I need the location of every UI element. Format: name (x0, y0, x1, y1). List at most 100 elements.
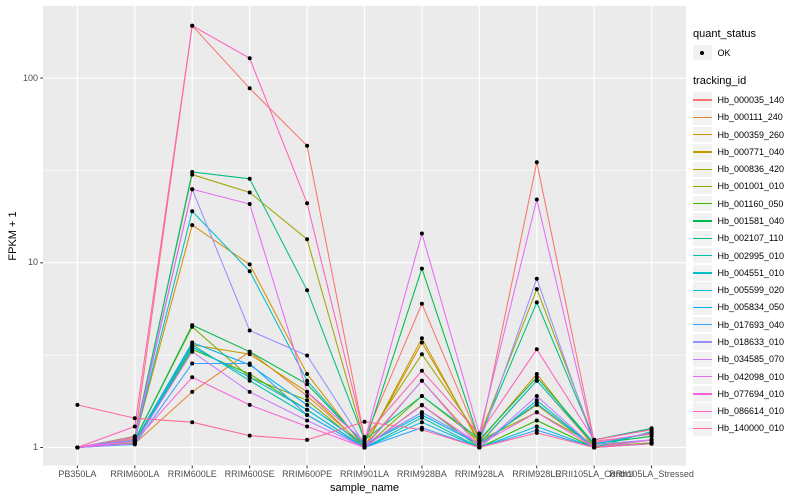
data-point (534, 372, 539, 376)
data-point (305, 237, 310, 242)
legend-key-line-icon (693, 247, 712, 264)
x-tick-label: RRIM600LA (110, 469, 160, 479)
data-point (247, 86, 252, 91)
legend-key-line-icon (693, 282, 712, 298)
legend-key-line-icon (693, 368, 712, 385)
data-point (190, 323, 195, 328)
data-point (592, 440, 597, 445)
legend-title-tracking-id: tracking_id (693, 75, 747, 88)
data-point (534, 197, 539, 202)
y-tick-label: 1 (32, 442, 38, 452)
data-point (362, 439, 367, 444)
data-point (190, 361, 195, 366)
data-point (534, 424, 539, 429)
data-point (305, 378, 310, 383)
data-point (305, 402, 310, 407)
data-point (362, 445, 367, 450)
legend-key-line-icon (693, 403, 712, 419)
data-point (477, 442, 482, 447)
data-point (247, 269, 252, 274)
data-point (419, 336, 424, 341)
legend-item-label: Hb_077694_010 (717, 388, 785, 399)
x-tick-label: RRIM901LA (339, 469, 390, 479)
data-point (649, 430, 654, 435)
data-point (247, 372, 252, 376)
data-point (305, 398, 310, 403)
data-point (247, 202, 252, 206)
data-point (190, 170, 195, 174)
legend-item-label: Hb_000035_140 (717, 95, 785, 106)
data-point (305, 201, 310, 206)
x-tick-label: RRIM928LA (454, 469, 504, 479)
data-point (419, 266, 424, 271)
legend-item: Hb_005834_050 (693, 299, 799, 316)
legend-item-label: Hb_001001_010 (717, 181, 785, 192)
data-point (649, 434, 654, 439)
data-point (534, 430, 539, 435)
legend-item: Hb_000111_240 (693, 109, 799, 126)
legend-key-line-icon (693, 334, 712, 350)
data-point (247, 349, 252, 354)
legend-key-line-icon (693, 230, 712, 247)
legend-key-line-icon (693, 92, 712, 108)
legend-item-label: Hb_005599_020 (717, 285, 785, 296)
legend-key-line-icon (693, 213, 712, 229)
x-tick-label: RRIM600SE (224, 469, 275, 479)
data-point (190, 349, 195, 354)
legend-key-line-icon (693, 386, 712, 402)
data-point (477, 445, 482, 450)
legend-item: Hb_042098_010 (693, 368, 799, 385)
data-point (305, 424, 310, 429)
legend-item: Hb_077694_010 (693, 386, 799, 402)
data-point (247, 176, 252, 181)
data-point (190, 375, 195, 380)
legend-key-line-icon (693, 144, 712, 160)
data-point (305, 382, 310, 387)
data-point (649, 441, 654, 446)
legend-key-line-icon (693, 178, 712, 195)
legend-item-label: Hb_018633_010 (717, 337, 785, 348)
data-point (190, 340, 195, 345)
legend-key-line-icon (693, 109, 712, 126)
data-point (132, 424, 137, 429)
data-point (247, 402, 252, 407)
legend-tracking-items: Hb_000035_140 Hb_000111_240 Hb_000359_260 H… (693, 92, 799, 437)
data-point (477, 436, 482, 441)
legend-title-quant-status: quant_status (693, 28, 756, 40)
data-point (247, 433, 252, 438)
data-point (534, 378, 539, 383)
data-point (190, 389, 195, 394)
data-point (75, 402, 80, 407)
legend-item-label: Hb_002995_010 (717, 250, 785, 261)
data-point (419, 427, 424, 432)
x-tick-label: RRIM928LE (512, 469, 562, 479)
legend-key-line-icon (693, 420, 712, 437)
y-tick-label: 100 (22, 72, 38, 83)
data-point (534, 401, 539, 406)
data-point (190, 345, 195, 349)
data-point (534, 394, 539, 398)
legend-item: Hb_000359_260 (693, 126, 799, 143)
data-point (247, 378, 252, 383)
data-point (534, 410, 539, 415)
data-point (419, 394, 424, 398)
x-tick-label: RRIM600PE (282, 469, 333, 479)
y-tick-label: 10 (27, 257, 38, 268)
legend-item-label: Hb_140000_010 (717, 423, 785, 434)
data-point (419, 301, 424, 306)
data-point (305, 407, 310, 412)
data-point (305, 288, 310, 293)
data-point (534, 375, 539, 380)
data-point (362, 419, 367, 424)
data-point (534, 160, 539, 165)
legend-key-line-icon (693, 265, 712, 281)
data-point (419, 378, 424, 383)
point-marker-icon (693, 45, 712, 61)
data-point (305, 418, 310, 423)
x-axis-title: sample_name (329, 482, 400, 494)
data-point (362, 435, 367, 439)
legend-item: Hb_004551_010 (693, 265, 799, 281)
data-point (592, 445, 597, 450)
